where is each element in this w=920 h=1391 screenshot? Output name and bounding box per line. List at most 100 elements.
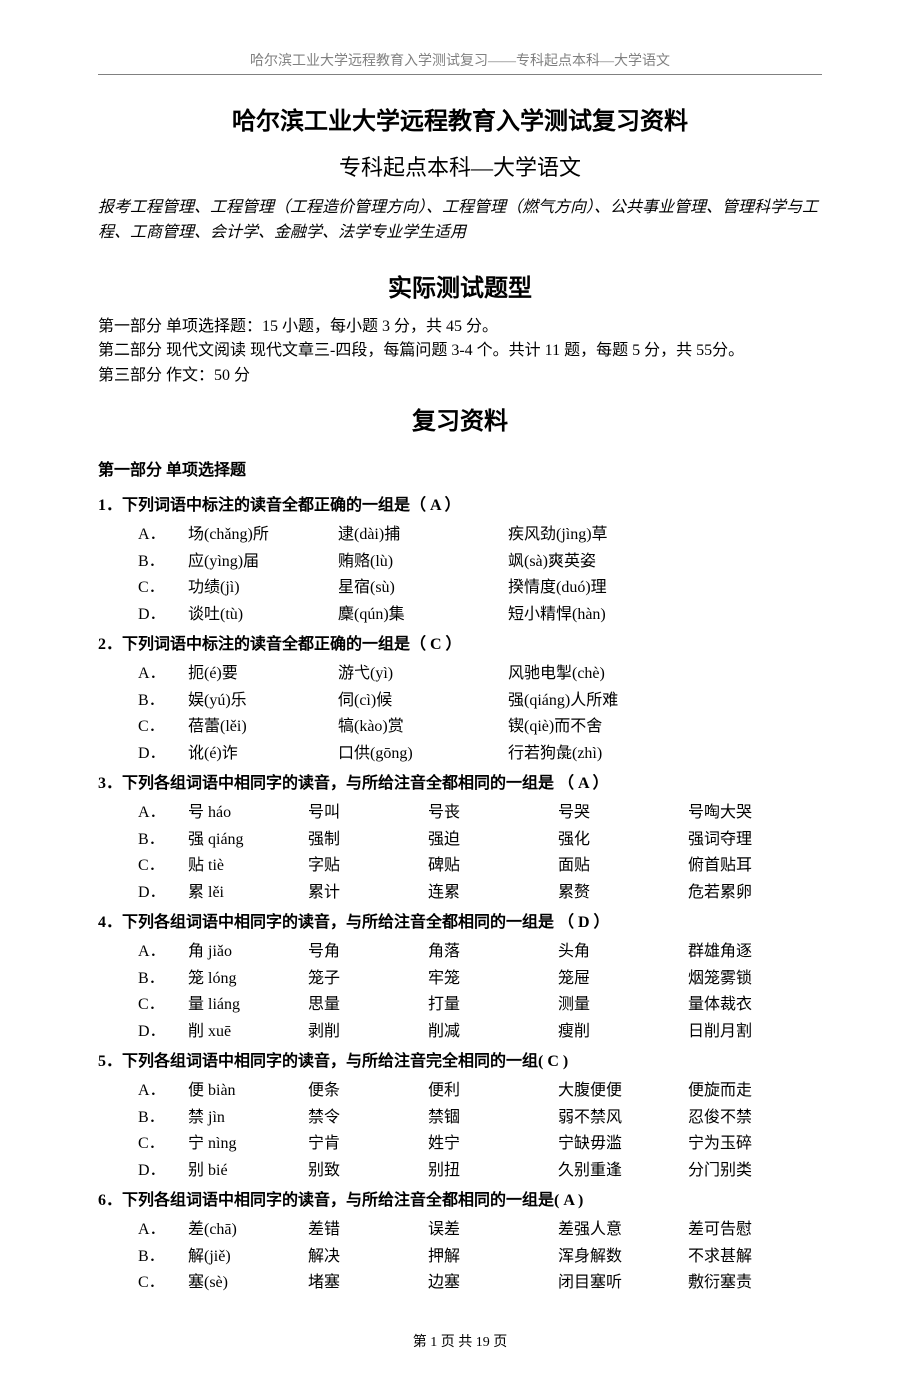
doc-title: 哈尔滨工业大学远程教育入学测试复习资料 [98,101,822,136]
option-text: 游弋(yì) [338,661,508,688]
option-text: 风驰电掣(chè) [508,661,668,688]
option-text: 犒(kào)赏 [338,714,508,741]
option-letter: D． [138,1158,188,1185]
option-text: 飒(sà)爽英姿 [508,549,668,576]
option-row: B．解(jiě)解决押解浑身解数不求甚解 [138,1244,818,1271]
option-text: 谈吐(tù) [188,602,338,629]
option-text: 削 xuē [188,1019,308,1046]
option-letter: B． [138,549,188,576]
option-letter: B． [138,1105,188,1132]
page-footer: 第 1 页 共 19 页 [98,1331,822,1351]
option-letter: D． [138,602,188,629]
options-table: A．便 biàn便条便利大腹便便便旋而走B．禁 jìn禁令禁锢弱不禁风忍俊不禁C… [138,1078,818,1185]
option-letter: C． [138,992,188,1019]
option-text: 久别重逢 [558,1158,688,1185]
option-text: 强词夺理 [688,827,818,854]
option-row: A．扼(é)要游弋(yì)风驰电掣(chè) [138,661,668,688]
option-letter: D． [138,880,188,907]
option-text: 锲(qiè)而不舍 [508,714,668,741]
options-table: A．扼(é)要游弋(yì)风驰电掣(chè)B．娱(yú)乐伺(cì)候强(qi… [138,661,668,768]
option-text: 强制 [308,827,428,854]
option-text: 号 háo [188,800,308,827]
format-line: 第一部分 单项选择题：15 小题，每小题 3 分，共 45 分。 [98,315,822,340]
option-text: 碑贴 [428,853,558,880]
option-row: C．蓓蕾(lěi)犒(kào)赏锲(qiè)而不舍 [138,714,668,741]
option-letter: A． [138,661,188,688]
option-text: 头角 [558,939,688,966]
question: 5．下列各组词语中相同字的读音，与所给注音完全相同的一组( C )A．便 bià… [98,1050,822,1185]
option-text: 差可告慰 [688,1217,818,1244]
option-text: 娱(yú)乐 [188,688,338,715]
option-text: 边塞 [428,1270,558,1297]
option-text: 号叫 [308,800,428,827]
option-text: 星宿(sù) [338,575,508,602]
question: 2．下列词语中标注的读音全都正确的一组是（ C ）A．扼(é)要游弋(yì)风驰… [98,633,822,768]
option-row: A．角 jiǎo号角角落头角群雄角逐 [138,939,818,966]
option-text: 功绩(jì) [188,575,338,602]
option-text: 解决 [308,1244,428,1271]
option-row: D．累 lěi累计连累累赘危若累卵 [138,880,818,907]
options-table: A．差(chā)差错误差差强人意差可告慰B．解(jiě)解决押解浑身解数不求甚解… [138,1217,818,1297]
option-text: 解(jiě) [188,1244,308,1271]
option-row: C．量 liáng思量打量测量量体裁衣 [138,992,818,1019]
option-text: 削减 [428,1019,558,1046]
section-review-title: 复习资料 [98,401,822,436]
option-text: 敷衍塞责 [688,1270,818,1297]
option-row: A．差(chā)差错误差差强人意差可告慰 [138,1217,818,1244]
option-text: 号角 [308,939,428,966]
option-letter: C． [138,1270,188,1297]
option-text: 贿赂(lù) [338,549,508,576]
option-text: 便 biàn [188,1078,308,1105]
option-text: 号丧 [428,800,558,827]
option-text: 误差 [428,1217,558,1244]
question: 4．下列各组词语中相同字的读音，与所给注音全都相同的一组是 （ D ） A．角 j… [98,911,822,1046]
questions-container: 1．下列词语中标注的读音全都正确的一组是（ A ）A．场(chǎng)所逮(dà… [98,494,822,1297]
option-text: 短小精悍(hàn) [508,602,668,629]
option-text: 行若狗彘(zhì) [508,741,668,768]
option-text: 蓓蕾(lěi) [188,714,338,741]
option-text: 群雄角逐 [688,939,818,966]
option-text: 扼(é)要 [188,661,338,688]
option-text: 禁锢 [428,1105,558,1132]
question-stem: 4．下列各组词语中相同字的读音，与所给注音全都相同的一组是 （ D ） [98,911,822,936]
question: 6．下列各组词语中相同字的读音，与所给注音全都相同的一组是( A )A．差(ch… [98,1189,822,1297]
option-letter: A． [138,522,188,549]
option-row: C．宁 nìng宁肯姓宁宁缺毋滥宁为玉碎 [138,1131,818,1158]
option-text: 字贴 [308,853,428,880]
option-text: 号哭 [558,800,688,827]
option-text: 场(chǎng)所 [188,522,338,549]
option-letter: C． [138,853,188,880]
option-text: 分门别类 [688,1158,818,1185]
option-text: 号啕大哭 [688,800,818,827]
option-row: D．讹(é)诈口供(gōng)行若狗彘(zhì) [138,741,668,768]
doc-subtitle: 专科起点本科—大学语文 [98,150,822,182]
option-text: 测量 [558,992,688,1019]
option-text: 便条 [308,1078,428,1105]
option-row: D．别 bié别致别扭久别重逢分门别类 [138,1158,818,1185]
section-format-title: 实际测试题型 [98,268,822,303]
option-letter: B． [138,827,188,854]
option-letter: D． [138,1019,188,1046]
option-text: 累 lěi [188,880,308,907]
option-row: A．号 háo号叫号丧号哭号啕大哭 [138,800,818,827]
option-row: B．禁 jìn禁令禁锢弱不禁风忍俊不禁 [138,1105,818,1132]
option-text: 大腹便便 [558,1078,688,1105]
option-text: 量体裁衣 [688,992,818,1019]
option-text: 牢笼 [428,966,558,993]
option-text: 强化 [558,827,688,854]
option-text: 别扭 [428,1158,558,1185]
option-text: 不求甚解 [688,1244,818,1271]
format-line: 第二部分 现代文阅读 现代文章三-四段，每篇问题 3-4 个。共计 11 题，每… [98,339,822,364]
option-letter: C． [138,575,188,602]
option-text: 思量 [308,992,428,1019]
option-letter: C． [138,714,188,741]
majors-note: 报考工程管理、工程管理（工程造价管理方向）、工程管理（燃气方向）、公共事业管理、… [98,196,822,246]
question: 1．下列词语中标注的读音全都正确的一组是（ A ）A．场(chǎng)所逮(dà… [98,494,822,629]
format-line: 第三部分 作文：50 分 [98,364,822,389]
options-table: A．角 jiǎo号角角落头角群雄角逐B．笼 lóng笼子牢笼笼屉烟笼雾锁C．量 … [138,939,818,1046]
option-row: D．谈吐(tù)麇(qún)集短小精悍(hàn) [138,602,668,629]
option-text: 累计 [308,880,428,907]
option-row: C．贴 tiè字贴碑贴面贴俯首贴耳 [138,853,818,880]
option-row: A．便 biàn便条便利大腹便便便旋而走 [138,1078,818,1105]
option-letter: C． [138,1131,188,1158]
